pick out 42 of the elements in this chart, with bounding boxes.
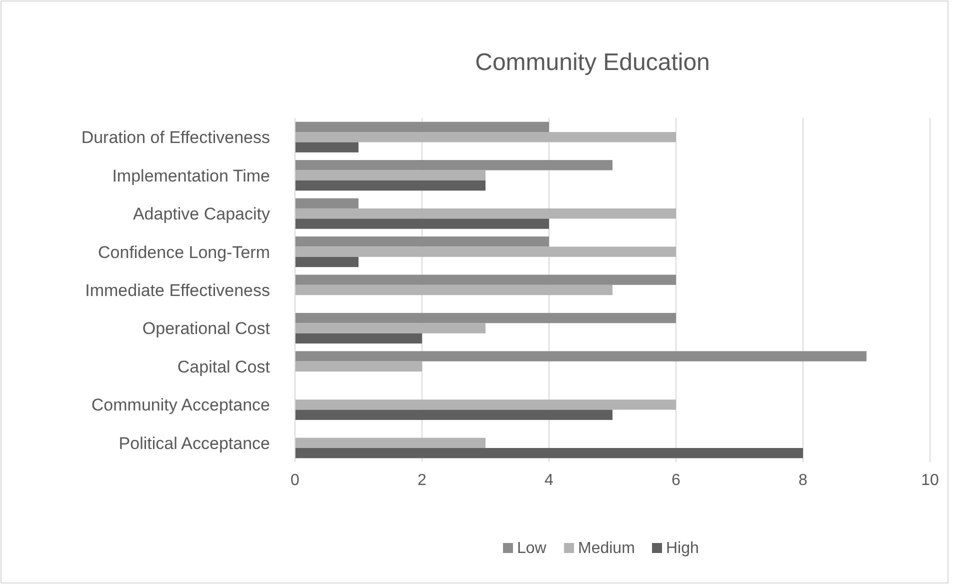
y-tick-label: Operational Cost bbox=[142, 319, 270, 338]
bar bbox=[295, 323, 486, 334]
bar bbox=[295, 160, 612, 170]
y-tick-label: Immediate Effectiveness bbox=[85, 281, 270, 300]
y-tick-label: Political Acceptance bbox=[118, 434, 270, 453]
bar bbox=[295, 208, 676, 219]
legend-label: High bbox=[666, 540, 699, 557]
bar bbox=[295, 198, 358, 208]
x-tick-label: 6 bbox=[672, 472, 681, 489]
y-tick-label: Implementation Time bbox=[112, 166, 270, 186]
bar bbox=[295, 246, 676, 257]
bar bbox=[295, 333, 422, 344]
bar bbox=[295, 180, 486, 191]
bar bbox=[295, 274, 676, 285]
chart-title: Community Education bbox=[475, 49, 710, 76]
bar bbox=[295, 351, 866, 362]
x-tick-label: 4 bbox=[544, 472, 554, 489]
bar bbox=[295, 438, 486, 448]
y-tick-label: Confidence Long-Term bbox=[98, 242, 270, 262]
x-tick-label: 10 bbox=[921, 472, 939, 489]
x-tick-label: 8 bbox=[798, 472, 808, 489]
legend-label: Medium bbox=[578, 540, 635, 557]
x-tick-label: 0 bbox=[290, 472, 300, 489]
bar bbox=[295, 312, 676, 324]
bar bbox=[295, 410, 612, 420]
bar bbox=[295, 284, 612, 296]
legend-label: Low bbox=[517, 540, 547, 557]
y-tick-label: Duration of Effectiveness bbox=[81, 128, 270, 148]
bar bbox=[295, 170, 486, 180]
y-tick-label: Adaptive Capacity bbox=[132, 204, 270, 224]
bar bbox=[295, 142, 358, 152]
bar bbox=[295, 448, 803, 458]
y-tick-label: Community Acceptance bbox=[91, 396, 270, 415]
x-tick-label: 2 bbox=[418, 472, 427, 489]
bar bbox=[295, 361, 422, 372]
bar bbox=[295, 400, 676, 410]
bar bbox=[295, 218, 549, 229]
bar bbox=[295, 256, 358, 268]
bar bbox=[295, 132, 676, 142]
bar bbox=[295, 122, 549, 132]
y-tick-label: Capital Cost bbox=[177, 357, 270, 376]
bar bbox=[295, 236, 549, 247]
